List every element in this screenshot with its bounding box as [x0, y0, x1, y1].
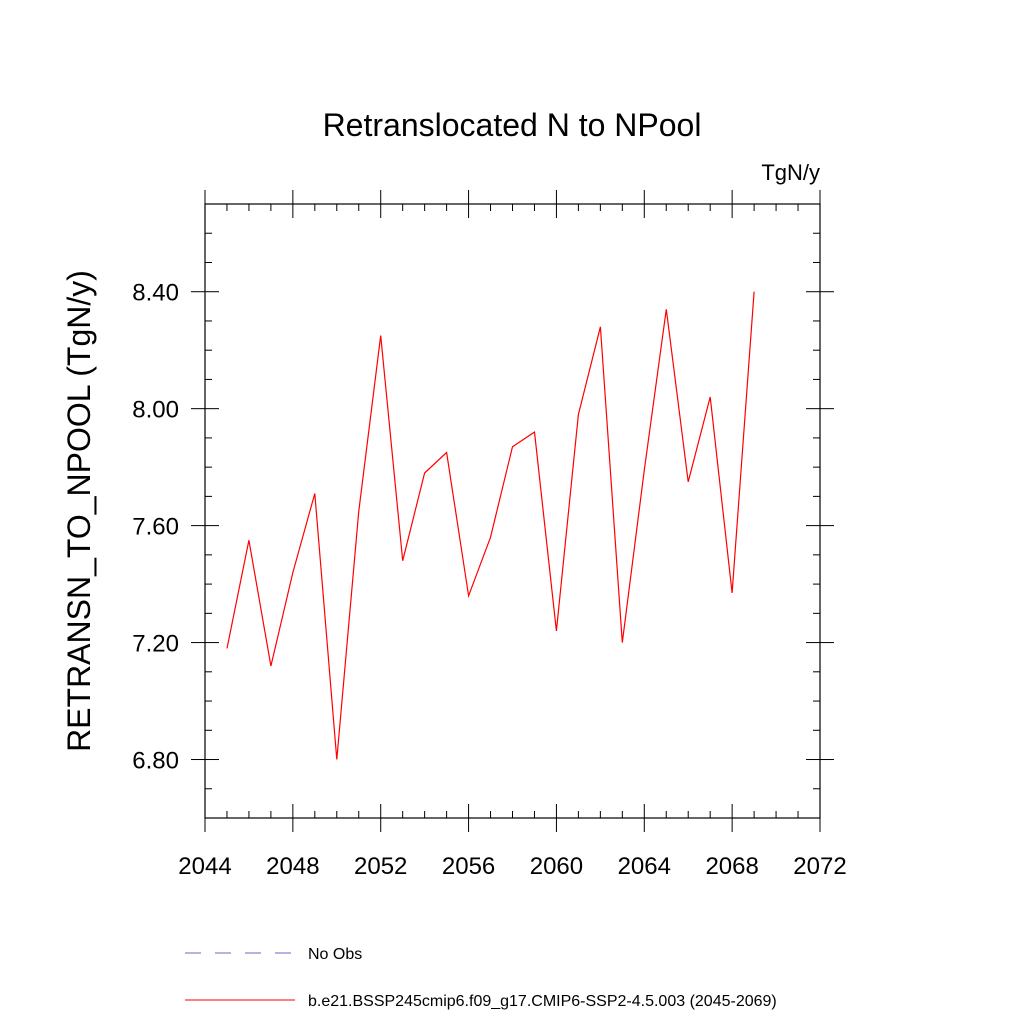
x-tick-label: 2044 [178, 853, 231, 880]
x-tick-label: 2064 [618, 853, 671, 880]
x-tick-label: 2068 [705, 853, 758, 880]
x-tick-label: 2060 [530, 853, 583, 880]
y-tick-label: 8.40 [132, 280, 179, 307]
legend-label-run: b.e21.BSSP245cmip6.f09_g17.CMIP6-SSP2-4.… [308, 993, 777, 1010]
units-label: TgN/y [761, 160, 820, 185]
legend-label-no-obs: No Obs [308, 946, 362, 963]
chart-title: Retranslocated N to NPool [323, 107, 702, 143]
y-tick-label: 8.00 [132, 397, 179, 424]
plot-area [226, 291, 755, 760]
y-tick-label: 7.20 [132, 631, 179, 658]
y-tick-label: 7.60 [132, 514, 179, 541]
y-tick-label: 6.80 [132, 748, 179, 775]
legend: No Obs b.e21.BSSP245cmip6.f09_g17.CMIP6-… [185, 946, 777, 1010]
x-tick-label: 2072 [793, 853, 846, 880]
x-tick-label: 2052 [354, 853, 407, 880]
axes: 2044 2048 2052 2056 2060 2064 2068 2072 6.80 7.20… [132, 190, 847, 880]
series-line [226, 291, 755, 760]
x-tick-label: 2056 [442, 853, 495, 880]
y-axis-label: RETRANSN_TO_NPOOL (TgN/y) [61, 270, 97, 752]
x-tick-label: 2048 [266, 853, 319, 880]
plot-frame [204, 203, 821, 819]
